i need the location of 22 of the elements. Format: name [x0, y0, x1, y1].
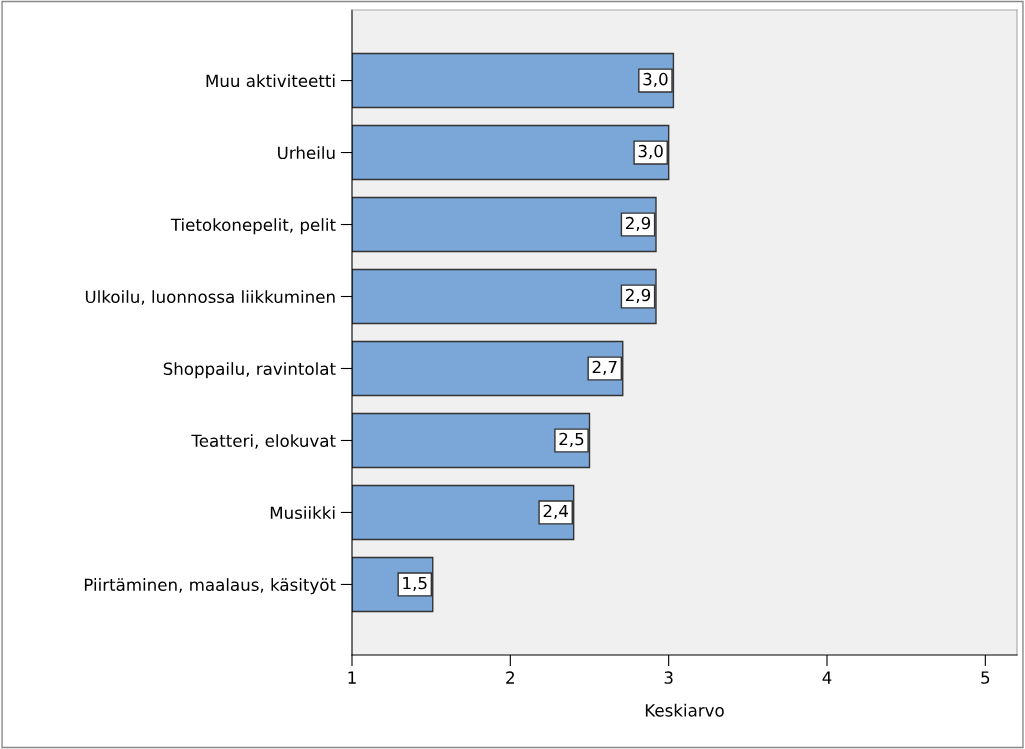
x-tick-label: 5 [981, 671, 990, 684]
data-label: 2,5 [559, 432, 584, 448]
x-tick-label: 2 [506, 671, 514, 684]
x-axis-title: Keskiarvo [645, 703, 724, 717]
y-tick-label: Shoppailu, ravintolat [163, 362, 336, 379]
x-tick-label: 4 [822, 671, 832, 684]
y-tick-label: Tietokonepelit, pelit [170, 218, 336, 235]
data-label: 2,9 [625, 216, 651, 232]
data-label: 1,5 [403, 576, 427, 591]
data-label: 2,7 [592, 360, 617, 376]
data-label: 2,4 [543, 504, 568, 519]
data-label: 2,9 [625, 288, 651, 304]
data-label: 3,0 [638, 144, 663, 160]
x-tick-label: 3 [664, 671, 673, 684]
y-tick-label: Musiikki [270, 506, 335, 520]
x-tick-label: 1 [348, 671, 356, 684]
y-tick-label: Muu aktiviteetti [206, 74, 335, 88]
y-tick-label: Piirtäminen, maalaus, käsityöt [84, 578, 336, 595]
y-tick-label: Teatteri, elokuvat [191, 434, 336, 449]
y-tick-label: Urheilu [278, 146, 335, 160]
y-tick-label: Ulkoilu, luonnossa liikkuminen [85, 290, 335, 305]
data-label: 3,0 [643, 72, 668, 88]
